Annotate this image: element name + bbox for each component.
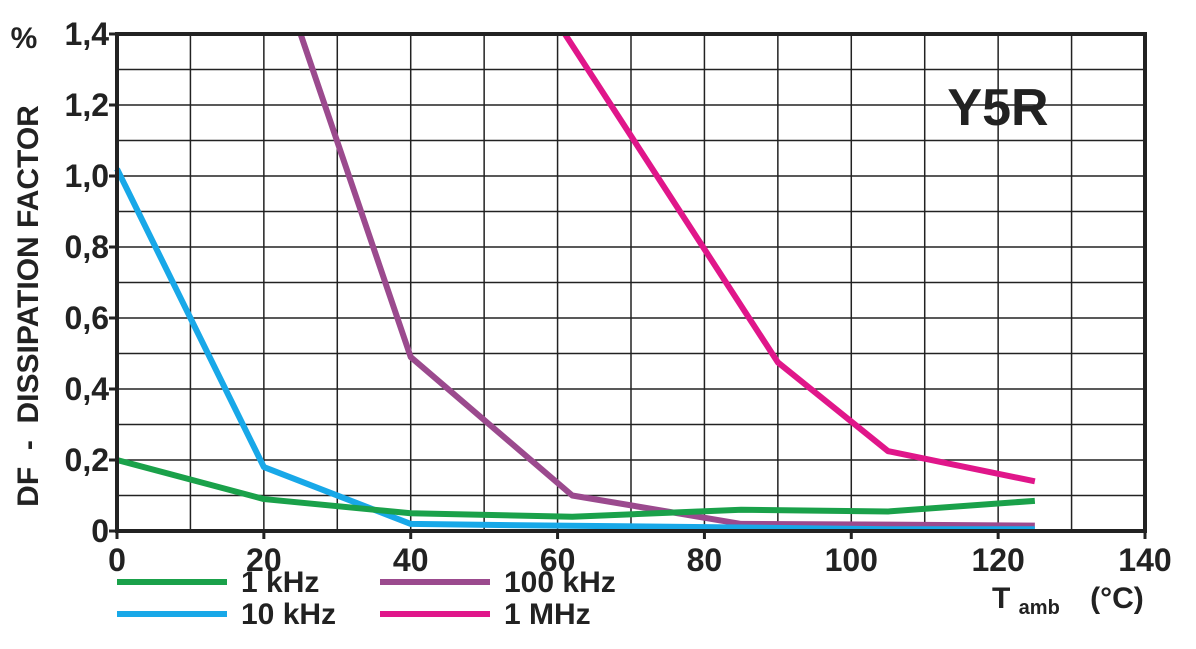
x-axis-unit: (°C)	[1090, 582, 1144, 615]
legend-label-1-mhz: 1 MHz	[504, 598, 591, 631]
series-line-10-khz	[114, 167, 1035, 533]
series-line-1-khz	[116, 457, 1036, 520]
legend-label-100-khz: 100 kHz	[504, 566, 616, 599]
plot-frame	[115, 32, 1147, 533]
y-tick-label: 0,2	[65, 442, 109, 478]
y-tick-label: 0	[91, 513, 109, 549]
x-tick-label: 120	[971, 542, 1024, 578]
series-line-1-mhz	[562, 32, 1036, 485]
y-tick-labels: 0 0,2 0,4 0,6 0,8 1,0 1,2 1,4	[65, 16, 117, 549]
y-tick-label: 1,2	[65, 87, 109, 123]
x-tick-label: 100	[825, 542, 878, 578]
x-axis-label-sub: amb	[1019, 597, 1060, 619]
x-tick-label: 0	[108, 542, 126, 578]
y-tick-label: 0,8	[65, 229, 109, 265]
x-tick-label: 140	[1118, 542, 1171, 578]
series-line-100-khz	[297, 33, 1035, 529]
y-tick-label: 1,0	[65, 158, 109, 194]
y-tick-label: 1,4	[65, 16, 110, 52]
legend-label-1-khz: 1 kHz	[241, 566, 319, 599]
grid	[117, 34, 1145, 531]
y-tick-label: 0,4	[65, 371, 110, 407]
y-unit-label: %	[11, 22, 38, 55]
x-tick-label: 60	[540, 542, 576, 578]
x-tick-label: 20	[246, 542, 282, 578]
y-axis-label: DF - DISSIPATION FACTOR	[12, 105, 45, 507]
x-tick-labels: 0 20 40 60 80 100 120 140	[108, 531, 1172, 578]
legend-label-10-khz: 10 kHz	[241, 598, 336, 631]
x-tick-label: 40	[393, 542, 429, 578]
x-tick-label: 80	[687, 542, 723, 578]
chart-title: Y5R	[947, 79, 1048, 137]
y-tick-label: 0,6	[65, 300, 109, 336]
x-axis-label-main: T	[992, 582, 1010, 615]
x-axis-label: T amb (°C)	[992, 582, 1144, 621]
series-lines	[114, 32, 1036, 533]
